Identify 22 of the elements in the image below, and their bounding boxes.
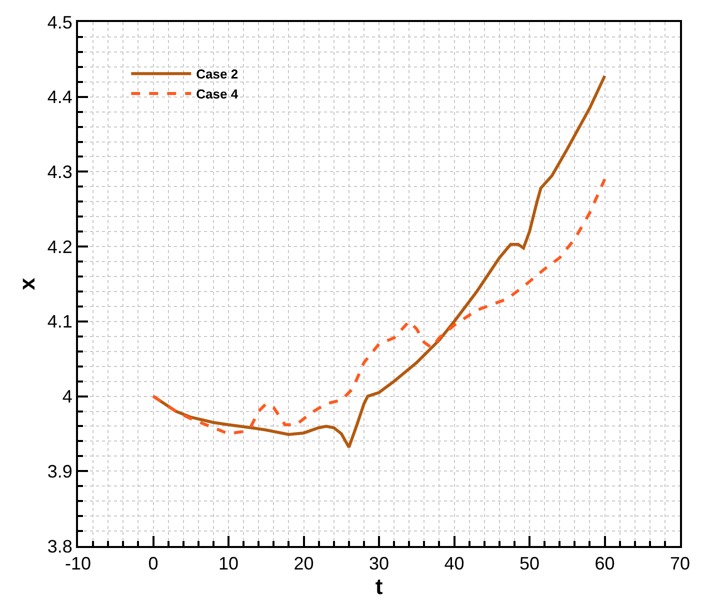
y-tick-label: 3.9 [47, 461, 72, 482]
y-tick-label: 4.2 [47, 236, 72, 257]
x-tick-label: 50 [519, 554, 540, 574]
legend-label: Case 2 [196, 66, 238, 82]
x-tick-label: 10 [218, 554, 239, 574]
y-tick-label: 3.8 [47, 536, 72, 556]
x-tick-label: 60 [594, 554, 615, 574]
y-tick-label: 4.5 [47, 12, 72, 32]
y-tick-label: 4 [62, 386, 72, 407]
legend-label: Case 4 [196, 86, 239, 102]
x-tick-label: -10 [64, 554, 92, 574]
y-tick-label: 4.3 [47, 162, 72, 182]
y-tick-label: 4.1 [47, 312, 72, 332]
x-tick-label: 70 [670, 554, 690, 574]
x-tick-label: 40 [444, 554, 464, 574]
line-series [152, 178, 606, 436]
x-axis-title: t [375, 574, 384, 599]
y-tick-label: 4.4 [47, 87, 72, 108]
x-tick-label: 30 [368, 554, 390, 574]
x-tick-label: 20 [294, 554, 314, 574]
y-axis-title: x [14, 277, 40, 290]
x-tick-label: 0 [148, 554, 158, 574]
